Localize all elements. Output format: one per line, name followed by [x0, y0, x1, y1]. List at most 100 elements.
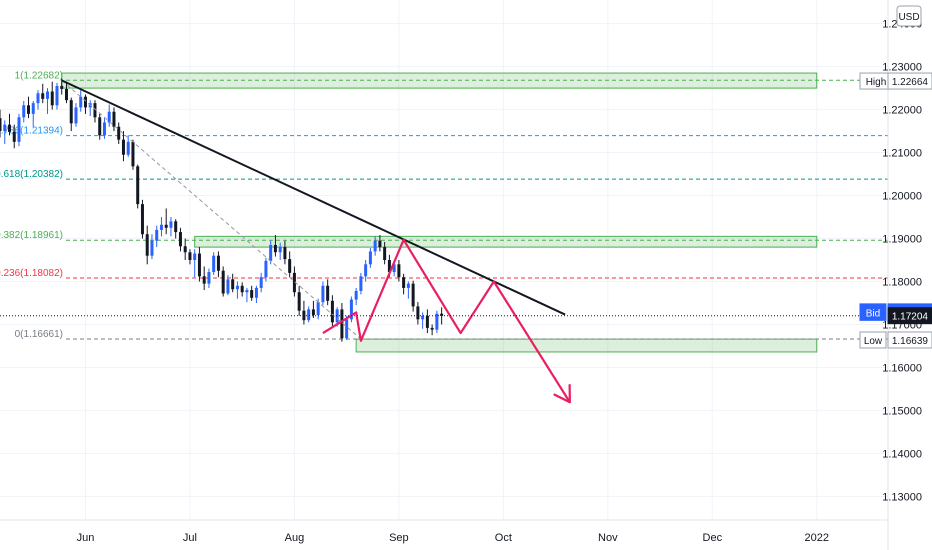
marker-value-box [887, 72, 932, 90]
candle-body [64, 88, 68, 101]
candle-body [397, 264, 401, 278]
candle-body [212, 255, 216, 273]
time-tick-label: Jun [77, 532, 95, 544]
marker-value-label: 1.22664 [892, 77, 929, 88]
candle-body [193, 253, 197, 260]
candle-body [164, 224, 168, 228]
fibonacci-retracement[interactable]: 1(1.22682) 0.786(1.21394) 0.618(1.20382) 0.… [0, 70, 888, 340]
trend-drawings[interactable] [61, 79, 571, 404]
candle-body [297, 292, 301, 311]
candle-body [26, 105, 30, 114]
candle-body [283, 247, 287, 260]
fib-level-label: 0.618(1.20382) [0, 169, 63, 180]
candlestick-series [0, 78, 444, 342]
candle-body [240, 285, 244, 293]
candle-body [288, 259, 292, 273]
candle-body [197, 253, 201, 277]
price-tick-label: 1.14000 [882, 448, 922, 460]
candle-body [169, 221, 173, 228]
price-tick-label: 1.23000 [882, 62, 922, 74]
candle-body [364, 264, 368, 277]
candle-body [41, 93, 45, 99]
candle-body [117, 126, 121, 140]
candle-body [221, 270, 225, 294]
candle-body [345, 319, 349, 339]
candle-body [435, 313, 439, 330]
candle-body [140, 204, 144, 235]
candle-body [174, 221, 178, 233]
candle-body [12, 131, 16, 142]
candle-body [392, 264, 396, 273]
candle-body [112, 111, 116, 127]
candle-body [231, 279, 235, 290]
marker-tag-label: Low [864, 336, 883, 347]
candle-body [411, 283, 415, 307]
candle-body [31, 103, 35, 114]
candle-body [430, 327, 434, 330]
candle-body [121, 139, 125, 155]
candle-body [340, 309, 344, 339]
projection-arrowhead [553, 384, 571, 404]
candle-body [79, 96, 83, 108]
time-tick-label: Oct [495, 532, 512, 544]
projection-path[interactable] [322, 238, 571, 403]
candle-body [269, 244, 273, 261]
candle-body [440, 313, 444, 316]
candle-body [178, 232, 182, 247]
price-tick-label: 1.18000 [882, 276, 922, 288]
candle-body [273, 244, 277, 253]
marker-tag-box [859, 303, 887, 321]
time-tick-label: Dec [703, 532, 723, 544]
candle-body [55, 85, 59, 106]
time-tick-label: 2022 [805, 532, 829, 544]
candle-body [359, 276, 363, 291]
price-tick-label: 1.16000 [882, 362, 922, 374]
candle-body [368, 251, 372, 265]
marker-value-box [887, 331, 932, 349]
candle-body [150, 240, 154, 256]
candle-body [60, 85, 64, 89]
marker-tag-label: Bid [866, 308, 880, 319]
candle-body [321, 285, 325, 303]
price-tick-label: 1.20000 [882, 191, 922, 203]
candle-body [354, 290, 358, 300]
candle-body [349, 299, 353, 320]
candle-body [311, 309, 315, 316]
candle-body [93, 103, 97, 118]
candle-body [136, 166, 140, 205]
candle-body [292, 272, 296, 293]
currency-button[interactable]: USD [896, 5, 922, 27]
candle-body [22, 105, 26, 118]
candle-body [131, 141, 135, 167]
candle-body [107, 111, 111, 123]
time-tick-label: Sep [389, 532, 409, 544]
candle-body [316, 302, 320, 316]
candle-body [387, 260, 391, 273]
candle-body [83, 96, 87, 108]
candle-body [45, 91, 49, 99]
fib-level-label: 1(1.22682) [15, 70, 63, 81]
candle-body [216, 255, 220, 271]
time-axis[interactable]: Jun Jul Aug Sep Oct Nov Dec 2022 [0, 519, 888, 544]
candle-body [126, 141, 130, 155]
supply-demand-zones [61, 72, 818, 353]
zone-resistance-mid [194, 235, 818, 248]
candle-body [378, 240, 382, 248]
price-markers: High1.22664Ask1.17294Bid1.172821.17204Lo… [859, 72, 932, 349]
candle-body [406, 283, 410, 288]
marker-value-label: 1.16639 [892, 336, 929, 347]
marker-value-label: 1.17204 [892, 312, 929, 323]
candle-body [159, 224, 163, 230]
candle-body [373, 240, 377, 252]
candle-body [183, 246, 187, 253]
candle-body [7, 124, 11, 132]
candle-body [102, 122, 106, 136]
candle-body [50, 91, 54, 106]
downtrend-line[interactable] [61, 79, 566, 316]
fib-level-label: 0(1.16661) [15, 329, 63, 340]
candle-body [145, 234, 149, 256]
fib-level-label: 0.382(1.18961) [0, 230, 63, 241]
candle-body [335, 309, 339, 323]
price-tick-label: 1.21000 [882, 148, 922, 160]
